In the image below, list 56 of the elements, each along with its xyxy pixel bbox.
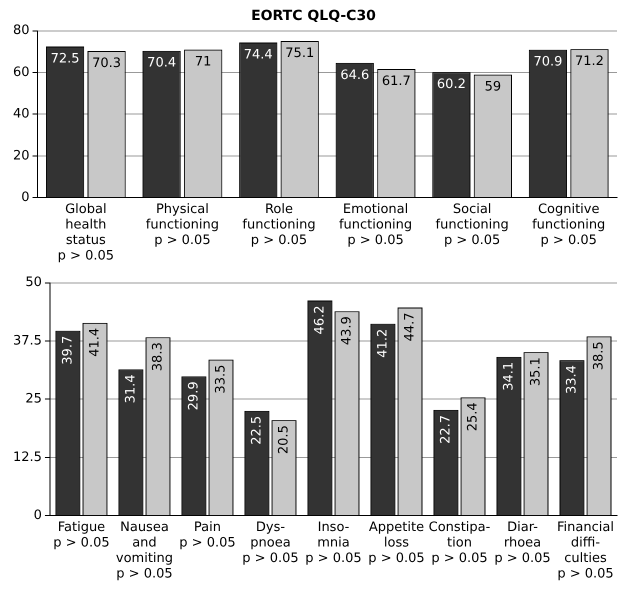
y-tick-label: 0 bbox=[34, 508, 42, 523]
x-tick-label: Nausea and vomiting p > 0.05 bbox=[116, 520, 174, 582]
data-label: 33.4 bbox=[564, 365, 580, 394]
data-label: 31.4 bbox=[123, 374, 138, 404]
data-label: 34.1 bbox=[501, 362, 516, 391]
data-label: 38.5 bbox=[591, 341, 606, 370]
data-label: 72.5 bbox=[50, 51, 80, 66]
x-tick-label: Financial diffi- culties p > 0.05 bbox=[557, 520, 614, 582]
data-label: 38.3 bbox=[150, 342, 166, 372]
x-tick-label: Diar- rhoea p > 0.05 bbox=[494, 520, 551, 566]
data-label: 60.2 bbox=[436, 76, 466, 92]
data-label: 25.4 bbox=[465, 402, 480, 432]
y-tick-label: 37.5 bbox=[12, 333, 42, 348]
y-tick-label: 80 bbox=[12, 23, 30, 38]
x-tick-label: Cognitive functioning p > 0.05 bbox=[532, 202, 606, 248]
y-tick-label: 20 bbox=[12, 148, 30, 164]
data-label: 59 bbox=[484, 79, 502, 94]
x-tick-label: Constipa- tion p > 0.05 bbox=[428, 520, 491, 566]
data-label: 44.7 bbox=[402, 312, 418, 342]
x-tick-label: Fatigue p > 0.05 bbox=[53, 520, 110, 550]
data-label: 75.1 bbox=[285, 46, 314, 61]
data-label: 35.1 bbox=[528, 357, 544, 386]
data-label: 39.7 bbox=[60, 336, 76, 365]
data-label: 22.5 bbox=[249, 416, 264, 445]
data-label: 22.7 bbox=[438, 414, 454, 444]
x-tick-label: Social functioning p > 0.05 bbox=[436, 202, 509, 248]
data-label: 33.5 bbox=[213, 364, 228, 394]
x-tick-label: Dys- pnoea p > 0.05 bbox=[242, 520, 299, 566]
data-label: 41.2 bbox=[375, 328, 390, 358]
y-tick-label: 40 bbox=[12, 106, 30, 122]
x-tick-label: Emotional functioning p > 0.05 bbox=[338, 202, 412, 248]
data-label: 70.9 bbox=[533, 54, 562, 70]
data-label: 43.9 bbox=[339, 316, 354, 346]
data-label: 20.5 bbox=[276, 425, 292, 454]
y-tick-label: 12.5 bbox=[12, 450, 42, 465]
data-label: 61.7 bbox=[382, 74, 411, 89]
data-label: 70.4 bbox=[147, 56, 176, 71]
x-tick-label: Appetite loss p > 0.05 bbox=[368, 520, 425, 566]
data-label: 71.2 bbox=[575, 54, 604, 70]
y-tick-label: 50 bbox=[25, 275, 42, 290]
x-tick-label: Global health status p > 0.05 bbox=[58, 202, 114, 264]
x-tick-label: Physical functioning p > 0.05 bbox=[146, 202, 220, 248]
data-label: 71 bbox=[194, 54, 212, 70]
data-label: 29.9 bbox=[186, 381, 202, 410]
x-tick-label: Inso- mnia p > 0.05 bbox=[305, 520, 362, 566]
y-tick-label: 60 bbox=[12, 64, 30, 80]
data-label: 74.4 bbox=[244, 47, 273, 62]
x-tick-label: Pain p > 0.05 bbox=[179, 520, 236, 550]
data-label: 64.6 bbox=[340, 68, 370, 83]
x-tick-label: Role functioning p > 0.05 bbox=[242, 202, 316, 248]
chart-title: EORTC QLQ-C30 bbox=[251, 8, 376, 24]
y-tick-label: 25 bbox=[25, 392, 42, 407]
data-label: 41.4 bbox=[87, 328, 102, 357]
data-label: 46.2 bbox=[312, 305, 328, 334]
y-tick-label: 0 bbox=[21, 190, 30, 205]
data-label: 70.3 bbox=[92, 56, 122, 71]
